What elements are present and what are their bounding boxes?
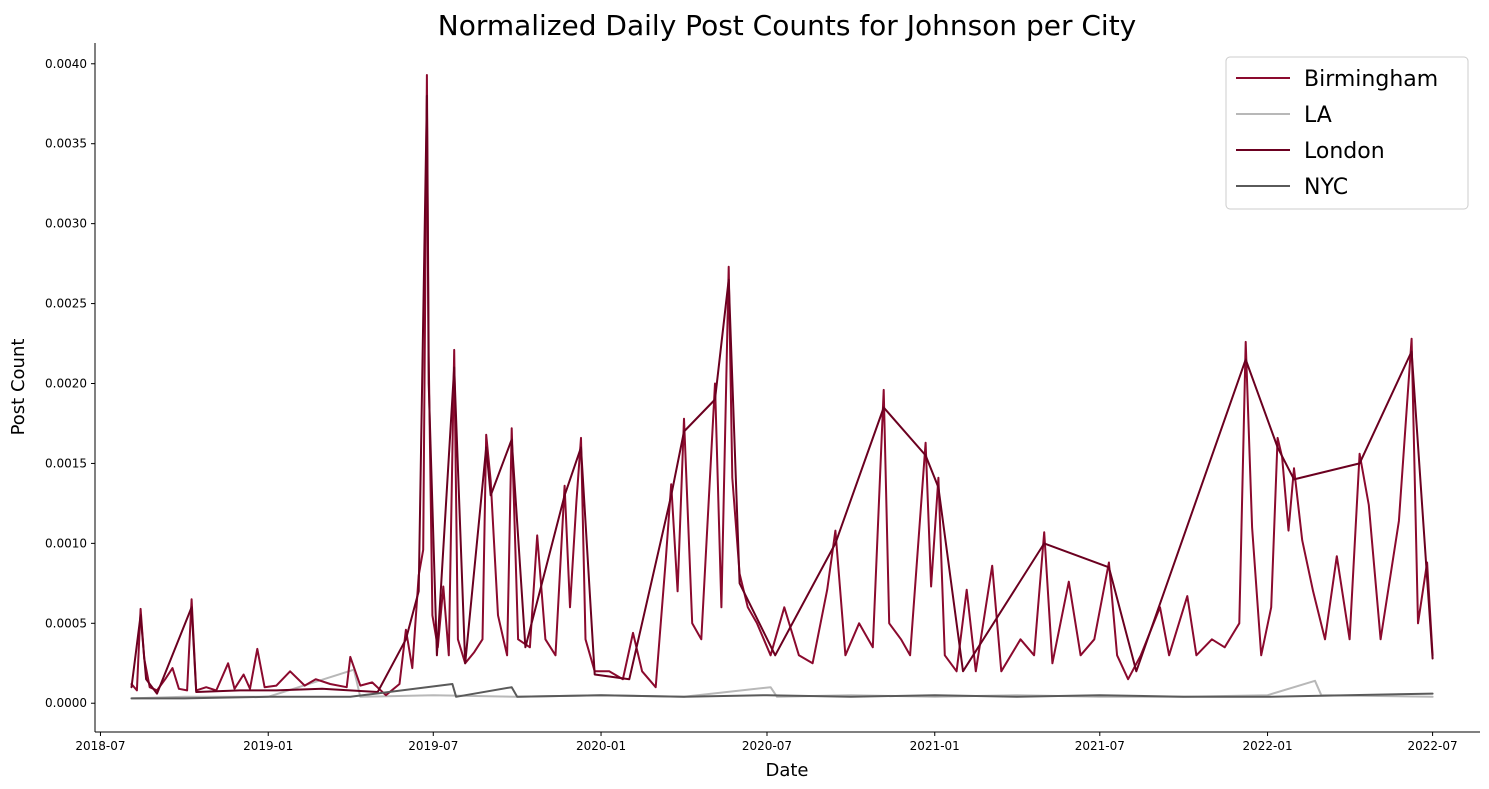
y-tick-label: 0.0005: [45, 616, 87, 630]
legend-label-nyc: NYC: [1304, 175, 1348, 200]
y-tick-label: 0.0040: [45, 57, 87, 71]
series-line-nyc: [130, 683, 1434, 700]
x-tick-label: 2020-07: [742, 739, 792, 753]
x-tick-label: 2021-01: [910, 739, 960, 753]
x-tick-label: 2021-07: [1075, 739, 1125, 753]
y-tick-label: 0.0015: [45, 456, 87, 470]
y-axis-label: Post Count: [8, 339, 29, 436]
y-tick-label: 0.0020: [45, 377, 87, 391]
series-line-birmingham: [130, 74, 1434, 697]
y-tick-label: 0.0010: [45, 536, 87, 550]
y-ticks: 0.0000 0.0005 0.0010 0.0015 0.0020 0.0025 0.00…: [45, 57, 95, 710]
series-line-london: [130, 94, 1434, 695]
legend-box: [1225, 56, 1469, 210]
series-layer: [130, 74, 1434, 700]
legend-label-birmingham: Birmingham: [1304, 67, 1438, 92]
chart-title: Normalized Daily Post Counts for Johnson…: [438, 9, 1137, 42]
y-tick-label: 0.0025: [45, 297, 87, 311]
y-tick-label: 0.0000: [45, 696, 87, 710]
axes: [94, 43, 1480, 733]
x-tick-label: 2022-07: [1408, 739, 1458, 753]
x-tick-label: 2022-01: [1242, 739, 1292, 753]
y-tick-label: 0.0030: [45, 217, 87, 231]
legend-label-london: London: [1304, 139, 1385, 164]
x-tick-label: 2019-07: [408, 739, 458, 753]
y-tick-label: 0.0035: [45, 137, 87, 151]
x-tick-label: 2019-01: [243, 739, 293, 753]
x-ticks: 2018-07 2019-01 2019-07 2020-01 2020-07 2021-…: [75, 732, 1458, 753]
series-line-la: [130, 668, 1434, 700]
x-axis-label: Date: [765, 760, 808, 781]
legend-label-la: LA: [1304, 103, 1332, 128]
legend: Birmingham LA London NYC: [1225, 56, 1469, 210]
x-tick-label: 2018-07: [75, 739, 125, 753]
x-tick-label: 2020-01: [576, 739, 626, 753]
